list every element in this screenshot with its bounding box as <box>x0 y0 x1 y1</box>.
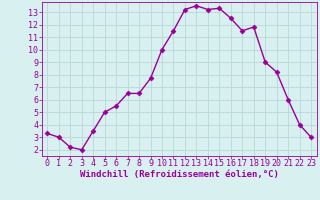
X-axis label: Windchill (Refroidissement éolien,°C): Windchill (Refroidissement éolien,°C) <box>80 170 279 179</box>
